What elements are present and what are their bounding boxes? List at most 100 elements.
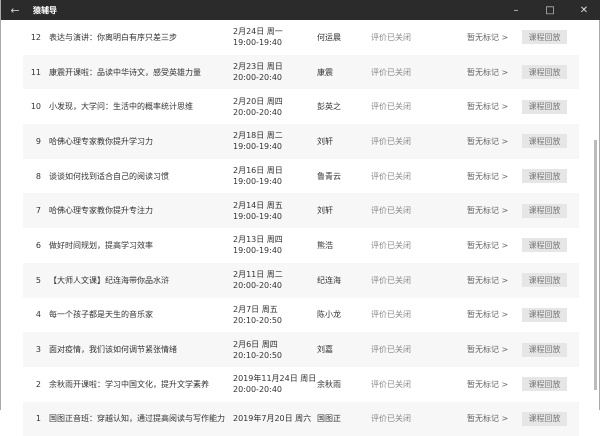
replay-button[interactable]: 课程回放 bbox=[522, 169, 567, 184]
teacher-name: 何运晨 bbox=[317, 32, 341, 42]
replay-button[interactable]: 课程回放 bbox=[522, 411, 567, 426]
course-name: 哈佛心理专家教你提升专注力 bbox=[49, 206, 153, 216]
course-row: 12 表达与演讲：你离明白有序只差三步 2月24日 周一 19:00-19:40 … bbox=[23, 20, 579, 55]
course-name: 面对疫情，我们该如何调节紧张情绪 bbox=[49, 345, 177, 355]
mark-link[interactable]: 暂无标记 > bbox=[467, 379, 509, 389]
evaluation-status: 评价已关闭 bbox=[371, 275, 411, 285]
course-hours: 19:00-19:40 bbox=[233, 38, 282, 48]
course-time: 2月11日 周二 20:00-20:40 bbox=[233, 269, 317, 291]
course-date: 2019年11月24日 周日 bbox=[233, 374, 317, 384]
mark-link[interactable]: 暂无标记 > bbox=[467, 275, 509, 285]
mark-link[interactable]: 暂无标记 > bbox=[467, 102, 509, 112]
course-number: 12 bbox=[30, 32, 41, 42]
course-time: 2月20日 周四 20:00-20:40 bbox=[233, 96, 317, 118]
course-date: 2019年7月20日 周六 bbox=[233, 414, 312, 424]
teacher-name: 鲁青云 bbox=[317, 171, 341, 181]
course-hours: 20:00-20:40 bbox=[233, 281, 282, 291]
mark-link[interactable]: 暂无标记 > bbox=[467, 136, 509, 146]
course-date: 2月6日 周四 bbox=[233, 339, 278, 349]
course-hours: 19:00-19:40 bbox=[233, 246, 282, 256]
course-hours: 20:00-20:40 bbox=[233, 385, 282, 395]
mark-link[interactable]: 暂无标记 > bbox=[467, 171, 509, 181]
course-date: 2月13日 周四 bbox=[233, 235, 283, 245]
course-name: 康震开课啦：品读中华诗文，感受英雄力量 bbox=[49, 67, 201, 77]
course-row: 4 每一个孩子都是天生的音乐家 2月7日 周五 20:10-20:50 陈小龙 评… bbox=[23, 298, 579, 333]
course-time: 2月7日 周五 20:10-20:50 bbox=[233, 304, 317, 326]
course-number: 5 bbox=[35, 275, 41, 285]
replay-button[interactable]: 课程回放 bbox=[522, 30, 567, 45]
mark-link[interactable]: 暂无标记 > bbox=[467, 206, 509, 216]
replay-button[interactable]: 课程回放 bbox=[522, 134, 567, 149]
course-hours: 20:10-20:50 bbox=[233, 315, 282, 325]
mark-link[interactable]: 暂无标记 > bbox=[467, 310, 509, 320]
course-row: 7 哈佛心理专家教你提升专注力 2月14日 周五 19:00-19:40 刘轩 评… bbox=[23, 193, 579, 229]
evaluation-status: 评价已关闭 bbox=[371, 136, 411, 146]
title-bar: ← 猿辅导 – □ ✕ bbox=[1, 0, 600, 20]
mark-link[interactable]: 暂无标记 > bbox=[467, 345, 509, 355]
evaluation-status: 评价已关闭 bbox=[371, 32, 411, 42]
teacher-name: 熊浩 bbox=[317, 240, 333, 250]
replay-button[interactable]: 课程回放 bbox=[522, 203, 567, 218]
replay-button[interactable]: 课程回放 bbox=[522, 99, 567, 114]
course-time: 2月13日 周四 19:00-19:40 bbox=[233, 234, 317, 256]
course-number: 4 bbox=[35, 310, 41, 320]
teacher-name: 国图正 bbox=[317, 414, 341, 424]
mark-link[interactable]: 暂无标记 > bbox=[467, 414, 509, 424]
course-time: 2月16日 周日 19:00-19:40 bbox=[233, 165, 317, 187]
course-date: 2月24日 周一 bbox=[233, 27, 283, 37]
evaluation-status: 评价已关闭 bbox=[371, 67, 411, 77]
course-time: 2月14日 周五 19:00-19:40 bbox=[233, 200, 317, 222]
mark-link[interactable]: 暂无标记 > bbox=[467, 67, 509, 77]
course-name: 国图正音班：穿越认知，通过提高阅读与写作能力 bbox=[49, 414, 225, 424]
course-number: 6 bbox=[35, 240, 41, 250]
teacher-name: 纪连海 bbox=[317, 275, 341, 285]
replay-button[interactable]: 课程回放 bbox=[522, 238, 567, 253]
replay-button[interactable]: 课程回放 bbox=[522, 307, 567, 322]
maximize-button[interactable]: □ bbox=[545, 4, 555, 16]
course-number: 8 bbox=[35, 171, 41, 181]
course-number: 11 bbox=[30, 67, 41, 77]
course-row: 10 小发现，大学问：生活中的概率统计思维 2月20日 周四 20:00-20:4… bbox=[23, 89, 579, 124]
evaluation-status: 评价已关闭 bbox=[371, 206, 411, 216]
course-name: 小发现，大学问：生活中的概率统计思维 bbox=[49, 102, 193, 112]
course-date: 2月23日 周日 bbox=[233, 62, 283, 72]
course-date: 2月16日 周日 bbox=[233, 166, 283, 176]
course-number: 3 bbox=[35, 345, 41, 355]
course-hours: 19:00-19:40 bbox=[233, 142, 282, 152]
course-time: 2月18日 周二 19:00-19:40 bbox=[233, 130, 317, 152]
course-hours: 20:00-20:40 bbox=[233, 73, 282, 83]
course-number: 2 bbox=[35, 379, 41, 389]
course-name: 表达与演讲：你离明白有序只差三步 bbox=[49, 32, 177, 42]
course-list: 12 表达与演讲：你离明白有序只差三步 2月24日 周一 19:00-19:40 … bbox=[23, 20, 579, 436]
replay-button[interactable]: 课程回放 bbox=[522, 377, 567, 392]
course-date: 2月14日 周五 bbox=[233, 200, 283, 210]
mark-link[interactable]: 暂无标记 > bbox=[467, 240, 509, 250]
course-hours: 19:00-19:40 bbox=[233, 177, 282, 187]
replay-button[interactable]: 课程回放 bbox=[522, 342, 567, 357]
scrollbar[interactable] bbox=[594, 140, 597, 390]
evaluation-status: 评价已关闭 bbox=[371, 414, 411, 424]
course-row: 6 做好时间规划，提高学习效率 2月13日 周四 19:00-19:40 熊浩 评… bbox=[23, 228, 579, 263]
back-arrow-icon[interactable]: ← bbox=[10, 3, 20, 17]
course-hours: 19:00-19:40 bbox=[233, 211, 282, 221]
minimize-button[interactable]: – bbox=[513, 4, 519, 16]
evaluation-status: 评价已关闭 bbox=[371, 310, 411, 320]
teacher-name: 康震 bbox=[317, 67, 333, 77]
close-button[interactable]: ✕ bbox=[579, 4, 589, 16]
evaluation-status: 评价已关闭 bbox=[371, 240, 411, 250]
mark-link[interactable]: 暂无标记 > bbox=[467, 32, 509, 42]
teacher-name: 刘轩 bbox=[317, 206, 333, 216]
course-row: 8 谈谈如何找到适合自己的阅读习惯 2月16日 周日 19:00-19:40 鲁青… bbox=[23, 159, 579, 194]
course-time: 2019年11月24日 周日 20:00-20:40 bbox=[233, 373, 317, 395]
teacher-name: 陈小龙 bbox=[317, 310, 341, 320]
course-number: 1 bbox=[35, 414, 41, 424]
course-row: 3 面对疫情，我们该如何调节紧张情绪 2月6日 周四 20:10-20:50 刘嘉… bbox=[23, 332, 579, 367]
course-name: 每一个孩子都是天生的音乐家 bbox=[49, 310, 153, 320]
teacher-name: 余秋雨 bbox=[317, 379, 341, 389]
replay-button[interactable]: 课程回放 bbox=[522, 65, 567, 80]
course-name: 谈谈如何找到适合自己的阅读习惯 bbox=[49, 171, 169, 181]
course-date: 2月20日 周四 bbox=[233, 96, 283, 106]
course-hours: 20:10-20:50 bbox=[233, 350, 282, 360]
course-time: 2月23日 周日 20:00-20:40 bbox=[233, 61, 317, 83]
replay-button[interactable]: 课程回放 bbox=[522, 273, 567, 288]
